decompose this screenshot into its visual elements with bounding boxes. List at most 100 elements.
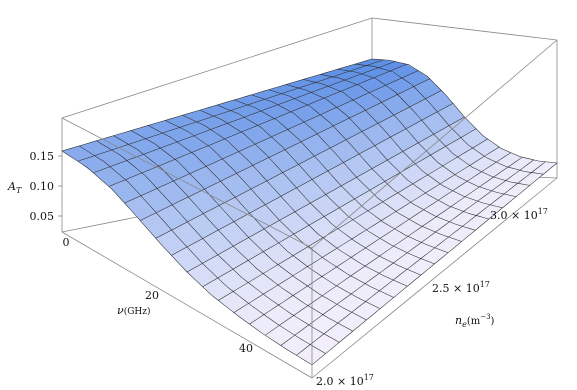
- surface-patch: [356, 168, 385, 191]
- surface-patch: [126, 154, 159, 173]
- mesh-line-ne: [337, 68, 530, 186]
- mesh-line-ne: [371, 58, 558, 164]
- mesh-line-ne: [216, 104, 435, 265]
- surface-patch: [248, 251, 279, 274]
- y-axis-label-unit: (m: [467, 316, 481, 327]
- surface-patch: [320, 69, 350, 77]
- surface-patch: [233, 303, 264, 325]
- surface-patch: [156, 204, 188, 231]
- surface-patch: [437, 103, 465, 126]
- surface-patch: [79, 140, 112, 156]
- surface-patch: [274, 111, 304, 130]
- z-axis-label-main: A: [7, 180, 16, 193]
- x-tick-label: 40: [239, 342, 253, 355]
- surface-patch: [317, 126, 347, 148]
- surface-patch: [476, 204, 503, 220]
- surface-patch: [427, 165, 455, 184]
- surface-patch: [421, 111, 450, 135]
- surface-patch: [438, 190, 466, 207]
- x-tick-label: 0: [63, 236, 70, 249]
- surface-patch: [479, 176, 506, 191]
- surface-patch: [490, 194, 517, 208]
- surface-patch: [202, 278, 234, 301]
- surface-patch: [312, 170, 342, 195]
- mesh-line-ne: [147, 125, 381, 309]
- surface-patch: [354, 59, 384, 66]
- surface-patch: [177, 135, 209, 153]
- y-tick-label: 3.0 × 1017: [490, 207, 548, 222]
- surface-patch: [279, 211, 309, 235]
- y-axis-label-exp: −3: [480, 313, 490, 321]
- surface-patch: [233, 213, 265, 238]
- surface-patch: [322, 304, 352, 323]
- z-axis-label: AT: [7, 180, 22, 195]
- y-tick-mantissa: 2.0: [316, 375, 334, 388]
- surface-patch: [354, 190, 383, 211]
- y-tick-exponent: 17: [480, 280, 490, 289]
- surface-patch: [408, 226, 436, 243]
- surface-patch: [304, 114, 334, 134]
- surface-patch: [224, 132, 256, 152]
- surface-patch: [440, 174, 468, 191]
- surface-patch: [293, 246, 323, 267]
- surface-patch: [344, 73, 374, 85]
- surface-patch: [241, 125, 272, 145]
- surface-patch: [238, 144, 269, 166]
- x-axis: 0 20 40 ν(GHz): [63, 236, 254, 355]
- surface-patch: [265, 196, 295, 221]
- surface-patch: [381, 211, 410, 229]
- mesh-line-ne: [199, 109, 422, 276]
- y-tick-times: × 10: [334, 375, 364, 388]
- mesh-line-ne: [285, 84, 489, 220]
- surface-patch: [280, 187, 311, 212]
- surface-patch: [442, 156, 470, 175]
- surface-patch: [457, 148, 485, 166]
- mesh-line-ne: [234, 99, 449, 253]
- surface-patch: [517, 172, 544, 186]
- surface-patch: [171, 221, 203, 247]
- surface-patch: [379, 280, 408, 298]
- surface-patch: [217, 269, 249, 292]
- surface-patch: [271, 129, 302, 150]
- surface-patch: [125, 172, 158, 196]
- surface-patch: [278, 234, 308, 256]
- surface-patch: [351, 283, 380, 302]
- surface-patch: [377, 115, 406, 138]
- surface-patch: [410, 193, 439, 210]
- surface-patch: [142, 166, 174, 189]
- y-axis-label-sub: e: [462, 320, 467, 329]
- surface-patch: [263, 285, 293, 305]
- surface-patch: [394, 219, 423, 237]
- surface-patch: [268, 149, 299, 173]
- surface-patch: [409, 209, 437, 227]
- mesh-line-ne: [96, 140, 340, 343]
- surface-patch: [257, 118, 288, 137]
- surface-patch: [380, 228, 408, 247]
- y-tick-mantissa: 3.0: [490, 209, 508, 222]
- surface-patch: [268, 84, 299, 94]
- surface-patch: [310, 194, 340, 217]
- surface-patch: [285, 79, 316, 88]
- surface-patch: [341, 177, 370, 199]
- surface-patch: [108, 179, 141, 204]
- surface-patch: [407, 242, 435, 259]
- surface-patch: [204, 181, 236, 206]
- surface-patch: [366, 59, 396, 68]
- z-tick-label: 0.15: [30, 150, 55, 163]
- surface-patch: [393, 252, 421, 270]
- surface-patch: [450, 196, 478, 212]
- surface-patch: [187, 263, 218, 287]
- surface-patch: [266, 172, 297, 197]
- mesh-line-ne: [61, 150, 313, 366]
- surface-patch: [249, 204, 280, 229]
- surface-patch: [320, 107, 350, 126]
- surface-patch: [467, 171, 494, 187]
- surface-patch: [130, 125, 163, 139]
- surface-patch: [140, 188, 173, 213]
- surface-patch: [301, 133, 331, 157]
- surface-patch: [248, 273, 279, 295]
- surface-patch: [406, 120, 434, 143]
- surface-patch: [145, 133, 178, 149]
- surface-patch: [187, 238, 218, 264]
